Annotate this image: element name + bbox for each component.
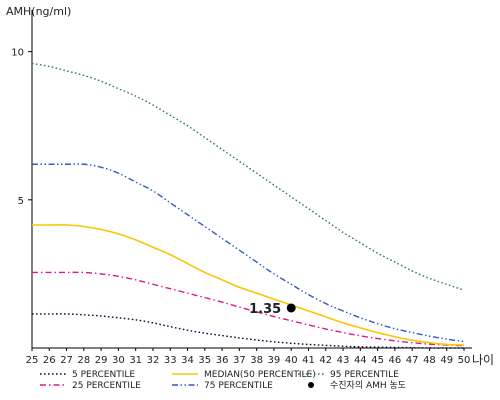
x-tick-label: 29	[95, 355, 108, 366]
x-tick-label: 50	[458, 355, 471, 366]
x-tick-label: 26	[43, 355, 56, 366]
legend-label-95-percentile: 95 PERCENTILE	[330, 370, 399, 380]
x-tick-label: 37	[233, 355, 246, 366]
x-tick-label: 40	[285, 355, 298, 366]
legend-label-median-50-percentile: MEDIAN(50 PERCENTILE)	[204, 370, 316, 380]
x-tick-label: 45	[371, 355, 384, 366]
x-tick-label: 42	[319, 355, 332, 366]
x-axis-label: 나이	[472, 353, 494, 367]
y-axis-label: AMH(ng/ml)	[6, 5, 71, 18]
legend-label-5-percentile: 5 PERCENTILE	[72, 370, 135, 380]
legend-label-amh-point: 수진자의 AMH 농도	[330, 380, 406, 391]
amh-point-marker	[286, 303, 296, 313]
series-lines	[31, 62, 465, 349]
series-line-25-percentile	[32, 271, 465, 347]
x-tick-label: 43	[337, 355, 350, 366]
annotation: 1.35	[249, 302, 296, 317]
x-tick-label: 31	[129, 355, 142, 366]
series-line-median-50-percentile	[32, 224, 465, 346]
x-tick-label: 28	[77, 355, 90, 366]
y-tick-label: 10	[11, 48, 24, 59]
series-line-95-percentile	[31, 62, 465, 291]
x-tick-label: 34	[181, 355, 194, 366]
axes: AMH(ng/ml) 5 10 25 26 27 28 29 30 31 32 33 34 35 36 37 3…	[6, 5, 494, 367]
x-tick-label: 48	[423, 355, 436, 366]
x-tick-label: 27	[60, 355, 73, 366]
legend-label-25-percentile: 25 PERCENTILE	[72, 381, 141, 391]
x-tick-label: 38	[250, 355, 263, 366]
series-line-75-percentile	[32, 163, 465, 343]
x-tick-label: 35	[198, 355, 211, 366]
x-tick-label: 36	[216, 355, 229, 366]
x-tick-label: 33	[164, 355, 177, 366]
amh-point-label: 1.35	[249, 302, 281, 317]
x-tick-label: 46	[389, 355, 402, 366]
legend-label-75-percentile: 75 PERCENTILE	[204, 381, 273, 391]
x-tick-label: 30	[112, 355, 125, 366]
x-tick-label: 49	[440, 355, 453, 366]
legend-swatch-amh-point	[308, 382, 314, 388]
x-tick-label: 25	[26, 355, 39, 366]
x-tick-label: 32	[147, 355, 160, 366]
x-tick-label: 41	[302, 355, 315, 366]
x-tick-label: 47	[406, 355, 419, 366]
x-tick-label: 39	[268, 355, 281, 366]
y-tick-label: 5	[18, 196, 24, 207]
series-line-5-percentile	[32, 313, 464, 349]
x-tick-label: 44	[354, 355, 367, 366]
